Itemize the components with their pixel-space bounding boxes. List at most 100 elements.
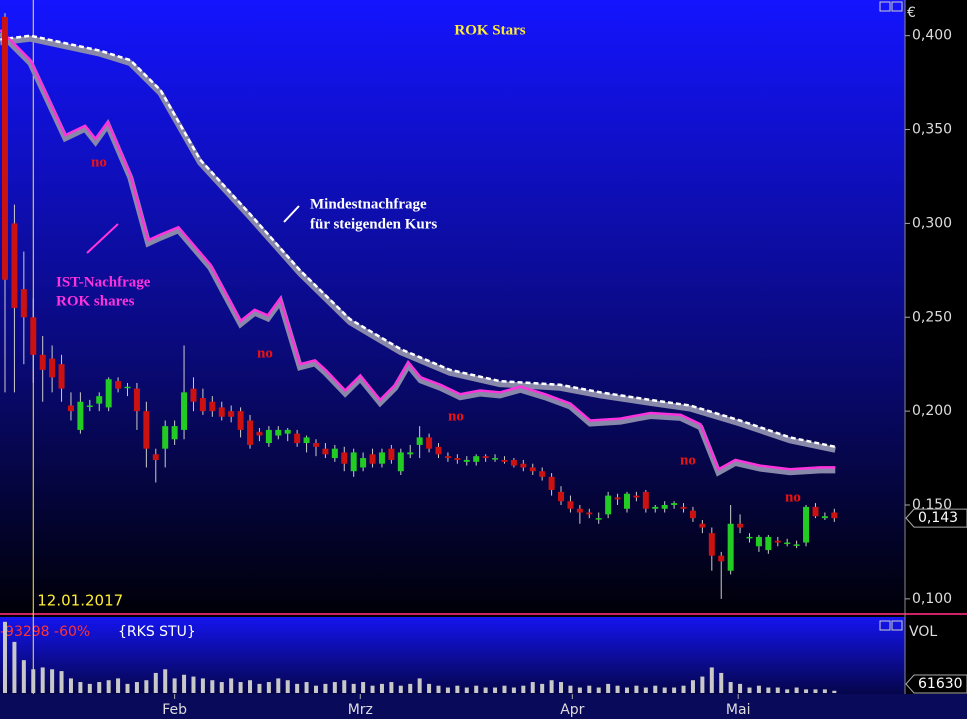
candle-body <box>774 540 781 543</box>
window-button[interactable] <box>891 1 903 12</box>
candle-body <box>407 452 414 455</box>
candle-body <box>765 536 772 551</box>
candle-body <box>284 429 291 434</box>
volume-bar <box>719 672 724 693</box>
annotation: no <box>448 408 464 424</box>
volume-bar <box>813 689 818 693</box>
volume-bar <box>690 680 695 693</box>
annotation: no <box>680 452 696 468</box>
volume-bar <box>653 685 658 693</box>
candle-body <box>492 458 499 460</box>
candle-body <box>435 446 442 455</box>
volume-bar <box>530 682 535 693</box>
volume-bar <box>624 687 629 693</box>
candle-body <box>473 456 480 462</box>
volume-bar <box>775 687 780 693</box>
candle-body <box>256 431 263 436</box>
candle-body <box>96 396 103 404</box>
candle-body <box>58 364 65 389</box>
candle-body <box>671 503 678 505</box>
y-tick-label: 0,200 <box>912 403 952 419</box>
volume-bar <box>596 687 601 693</box>
candle-body <box>77 401 84 430</box>
candle-body <box>520 463 527 468</box>
volume-bar <box>59 671 64 693</box>
price-tag <box>905 508 967 528</box>
volume-bar <box>766 687 771 693</box>
candle-body <box>605 495 612 515</box>
volume-bar <box>125 683 130 693</box>
volume-bar <box>2 621 7 693</box>
volume-bar <box>474 685 479 693</box>
volume-bar <box>436 685 441 693</box>
volume-bar <box>21 660 26 693</box>
volume-bar <box>493 687 498 693</box>
volume-bar <box>191 676 196 693</box>
volume-bar <box>540 683 545 693</box>
window-button[interactable] <box>879 1 891 12</box>
candle-body <box>369 454 376 464</box>
candle-body <box>737 523 744 528</box>
candle-body <box>595 518 602 520</box>
candle-body <box>199 397 206 412</box>
candle-body <box>501 459 508 462</box>
volume-bar <box>332 682 337 693</box>
volume-bar <box>511 687 516 693</box>
candle-body <box>322 448 329 455</box>
volume-panel <box>0 617 905 694</box>
volume-bar <box>248 680 253 693</box>
annotation: no <box>91 154 107 170</box>
volume-bar <box>521 685 526 693</box>
candle-body <box>793 544 800 546</box>
volume-bar <box>549 680 554 693</box>
x-tick-label: Apr <box>560 702 584 718</box>
candle-body <box>49 358 56 378</box>
symbol: {RKS STU} <box>118 624 196 640</box>
candle-body <box>642 491 649 509</box>
window-button[interactable] <box>891 620 903 631</box>
candle-body <box>11 223 18 308</box>
price-label: 0,143 <box>918 510 958 526</box>
candle-body <box>652 506 659 509</box>
volume-bar <box>502 685 507 693</box>
candle-body <box>812 506 819 517</box>
volume-bar <box>794 687 799 693</box>
volume-bar <box>738 683 743 693</box>
volume-bar <box>615 685 620 693</box>
line <box>0 29 836 472</box>
volume-bar <box>370 685 375 693</box>
candle-body <box>171 426 178 440</box>
x-tick-label: Mai <box>726 702 751 718</box>
candle-body <box>539 471 546 477</box>
volume-tag <box>905 674 967 694</box>
candle-body <box>237 411 244 430</box>
candle-body <box>209 401 216 412</box>
window-button[interactable] <box>879 620 891 631</box>
candle-body <box>680 506 687 509</box>
volume-bar <box>342 680 347 693</box>
volume-bar <box>747 687 752 693</box>
volume-bar <box>445 687 450 693</box>
candle-body <box>275 429 282 436</box>
volume-bar <box>351 683 356 693</box>
y-tick-label: 0,300 <box>912 215 952 231</box>
candle-body <box>755 536 762 547</box>
candle-body <box>614 497 621 500</box>
volume-bar <box>134 682 139 693</box>
volume-bar <box>229 678 234 693</box>
candle-body <box>558 491 565 502</box>
x-axis-band <box>0 694 967 719</box>
volume-bar <box>417 678 422 693</box>
candle-body <box>190 388 197 402</box>
candle-body <box>350 452 357 472</box>
volume-bar <box>709 667 714 693</box>
volume-bar <box>483 687 488 693</box>
candle-body <box>115 381 122 389</box>
candle-body <box>331 448 338 459</box>
candle-body <box>454 458 461 460</box>
volume-bar <box>832 690 837 693</box>
candle-body <box>247 420 254 445</box>
annotation: für steigenden Kurs <box>310 216 437 232</box>
candle-body <box>388 448 395 460</box>
